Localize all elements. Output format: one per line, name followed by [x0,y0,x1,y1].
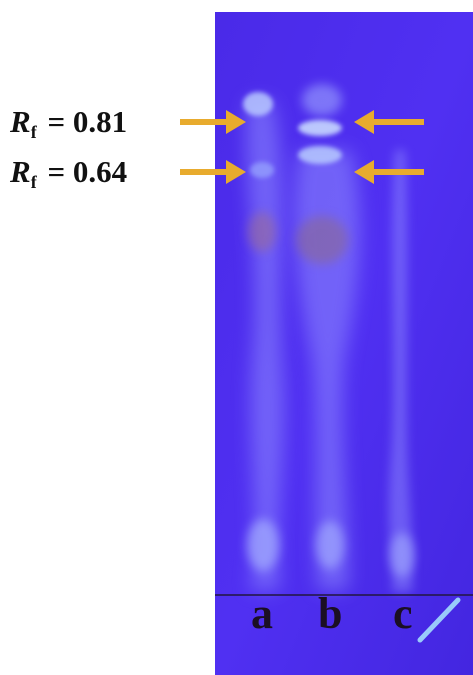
lane-b-streak [293,84,361,590]
lane-c-streak [388,150,414,592]
rf-equals: = [47,104,66,139]
pencil-mark [417,597,461,643]
rf-label-lower: Rf = 0.64 [10,154,128,191]
lane-label-c: c [393,589,413,638]
lane-a-spot-lower [250,162,274,178]
lane-label-b: b [318,589,343,638]
rf-subscript: f [30,172,37,192]
arrow-left-lower [180,160,246,184]
arrow-right-lower [354,160,424,184]
rf-symbol: R [10,104,31,139]
rf-value-upper: 0.81 [72,104,128,139]
rf-value-lower: 0.64 [72,154,128,189]
arrow-right-upper [354,110,424,134]
lane-a-spot-upper [243,92,273,116]
rf-equals: = [47,154,66,189]
lane-b-spot-lower [298,146,342,164]
lane-b-spot-upper [298,120,342,136]
lane-label-a: a [251,589,273,638]
lane-a-streak [246,100,285,590]
rf-label-upper: Rf = 0.81 [10,104,128,141]
rf-subscript: f [30,122,37,142]
arrow-left-upper [180,110,246,134]
rf-symbol: R [10,154,31,189]
